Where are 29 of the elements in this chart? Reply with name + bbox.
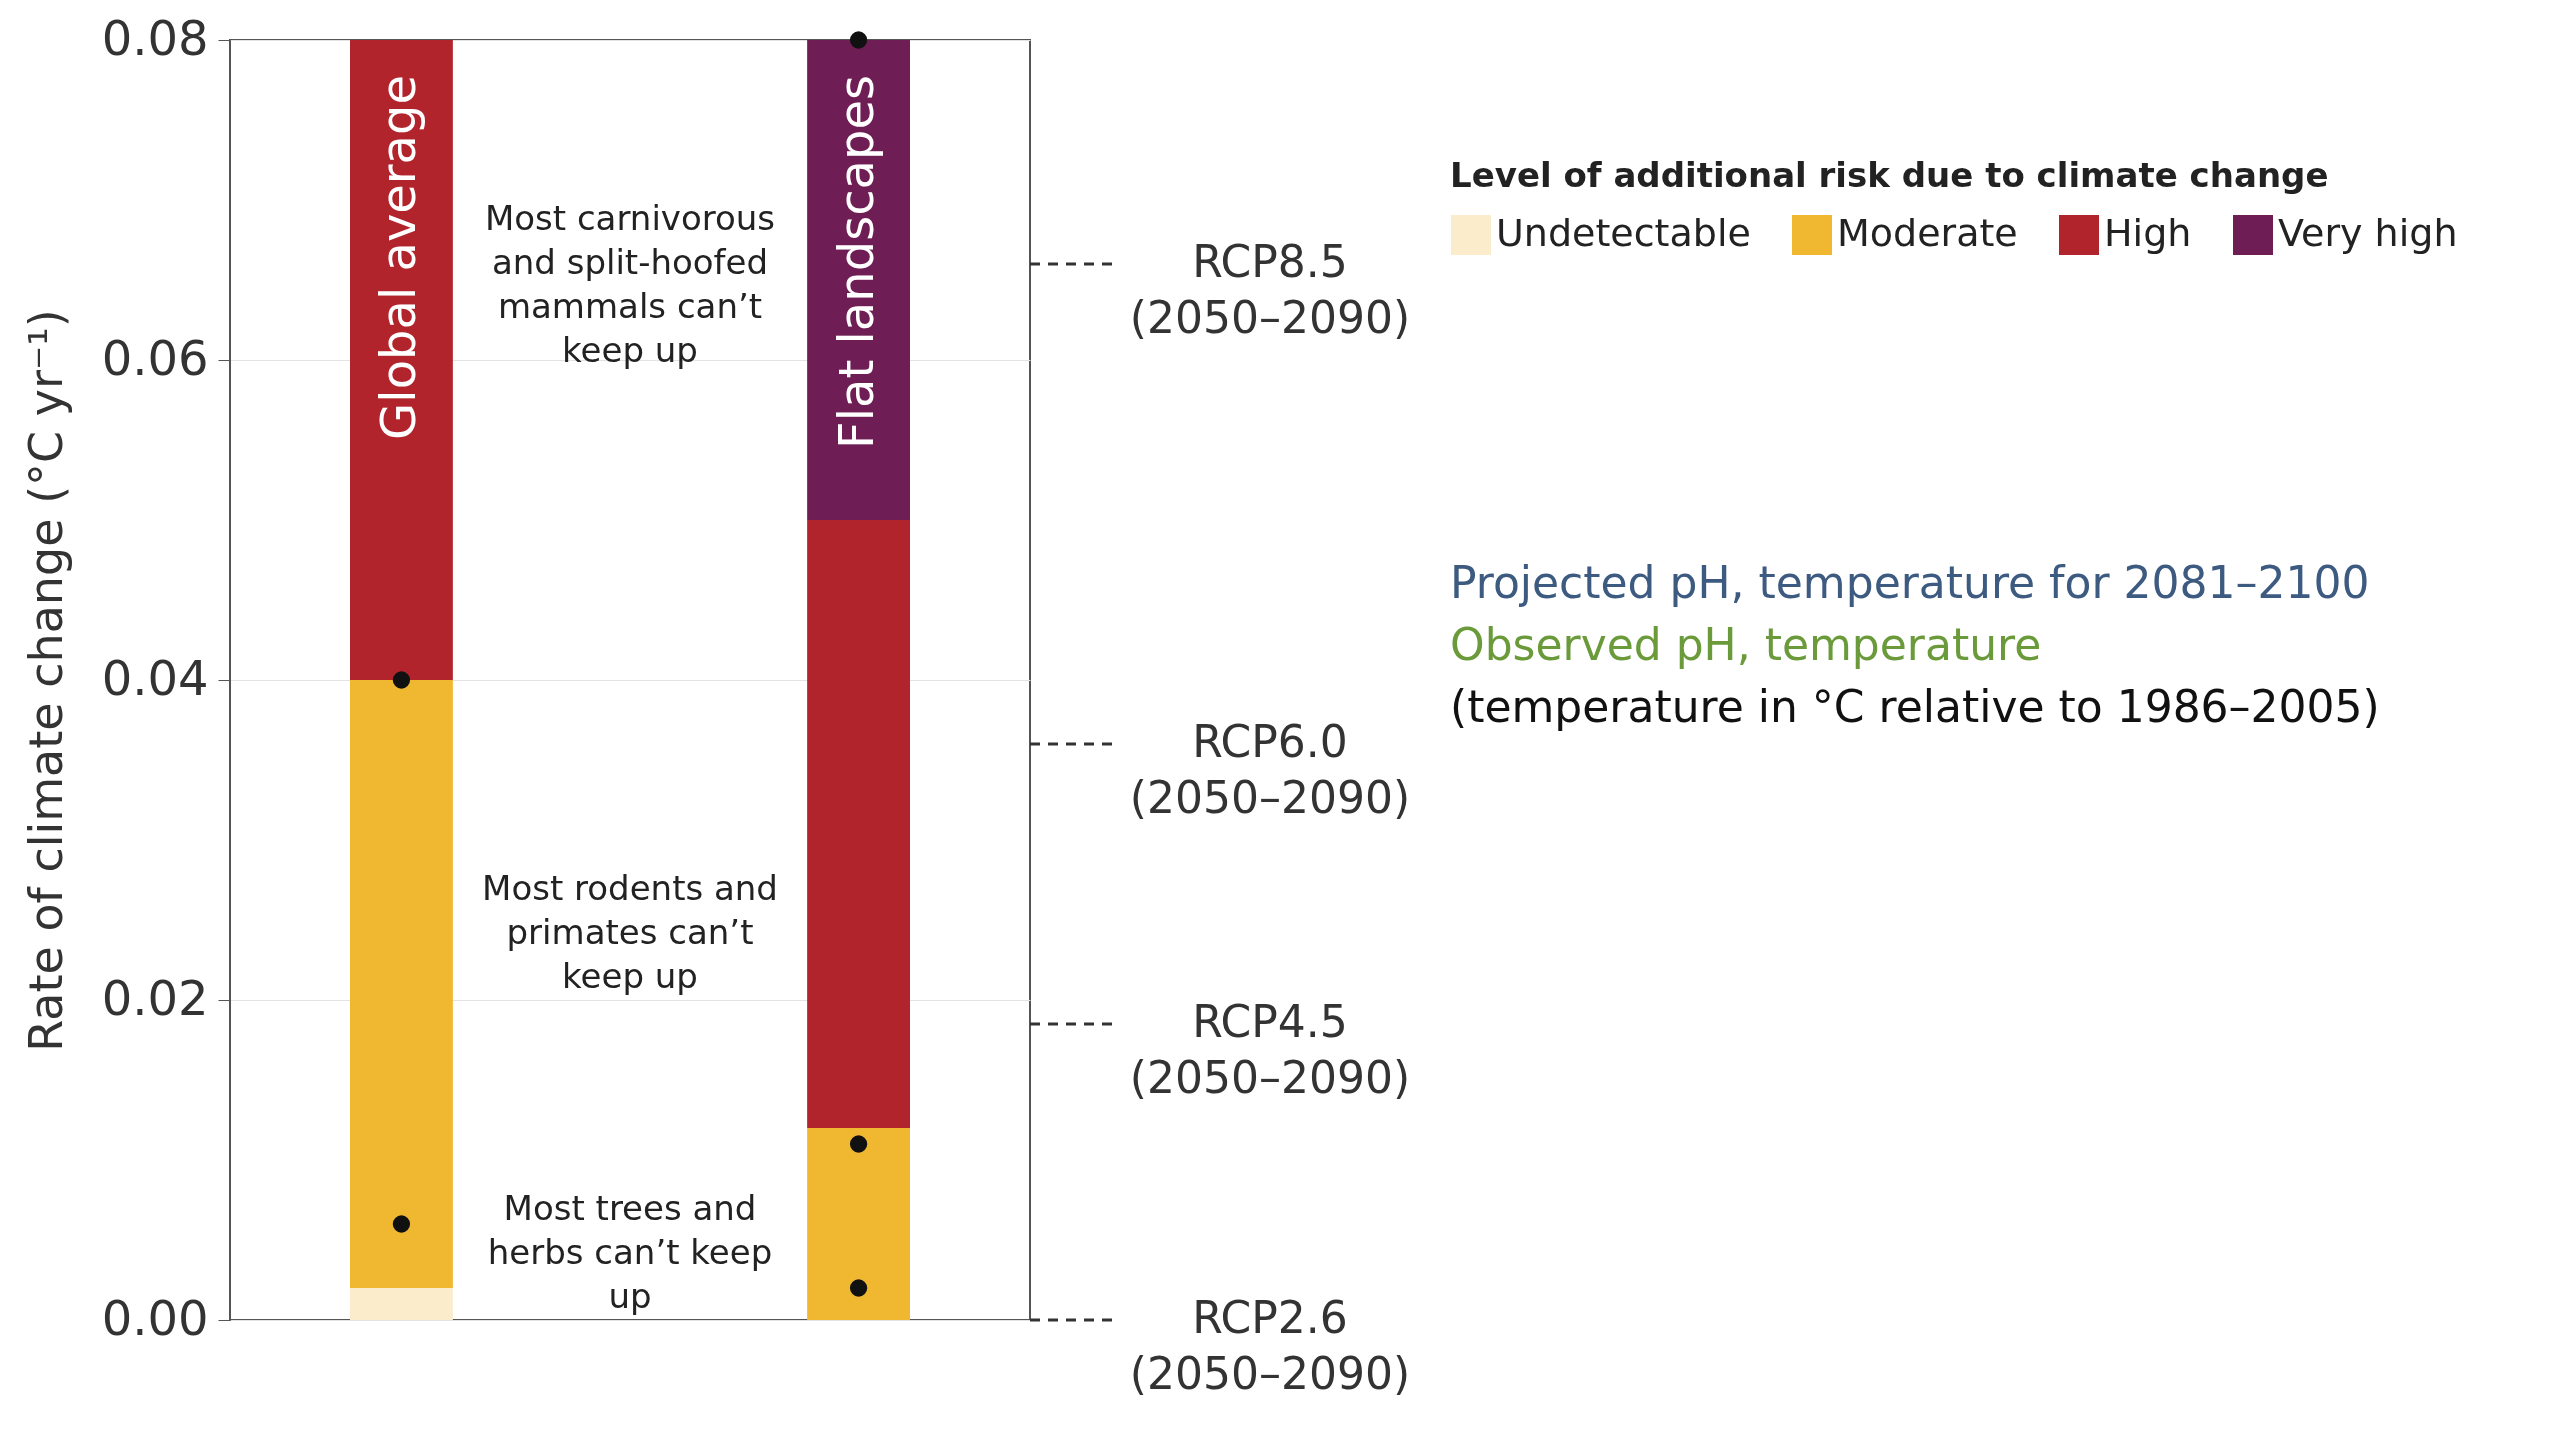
legend-label: Very high (2278, 211, 2458, 255)
bar (807, 40, 910, 520)
x-tick-label: Global average (370, 75, 427, 440)
bar (350, 1288, 453, 1320)
bar (350, 680, 453, 1288)
x-tick-label: Flat landscapes (827, 75, 884, 449)
bar (350, 40, 453, 680)
y-tick-label: 0.02 (101, 969, 209, 1026)
ref-line-label: RCP8.5 (2050–2090) (1129, 236, 1411, 343)
y-tick-label: 0.00 (101, 1289, 209, 1346)
bar (807, 520, 910, 1128)
ref-line-label: RCP2.6 (2050–2090) (1129, 1292, 1411, 1399)
annotation: Most carnivorous and split-hoofed mammals can’t keep up (484, 198, 776, 370)
legend-label: Moderate (1837, 211, 2018, 255)
ref-line-label: RCP4.5 (2050–2090) (1129, 996, 1411, 1103)
y-tick-label: 0.04 (101, 649, 209, 706)
annotation: Most trees and herbs can’t keep up (487, 1188, 773, 1316)
text: Projected pH, temperature for 2081–2100 (1450, 557, 2370, 608)
legend-label: High (2104, 211, 2192, 255)
y-tick-label: 0.06 (101, 329, 209, 386)
y-axis-title: Rate of climate change (°C yr⁻¹) (18, 309, 73, 1052)
y-tick-label: 0.08 (101, 9, 209, 66)
legend-label: Undetectable (1496, 211, 1751, 255)
text: Observed pH, temperature (1450, 619, 2042, 670)
ref-line-label: RCP6.0 (2050–2090) (1129, 716, 1411, 823)
text: (temperature in °C relative to 1986–2005) (1450, 681, 2380, 732)
annotation: Most rodents and primates can’t keep up (482, 868, 778, 996)
legend-title: Level of additional risk due to climate change (1450, 155, 2329, 195)
bar (807, 1128, 910, 1320)
